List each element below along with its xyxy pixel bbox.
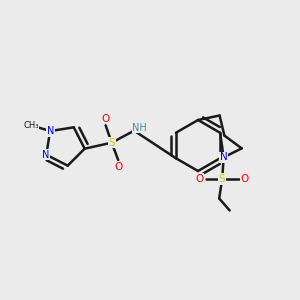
Text: O: O [196, 174, 204, 184]
Text: N: N [42, 150, 50, 160]
Text: NH: NH [132, 123, 147, 133]
Text: N: N [47, 126, 54, 136]
Text: S: S [108, 138, 115, 148]
Text: O: O [101, 114, 110, 124]
Text: N: N [220, 152, 228, 162]
Text: O: O [114, 162, 122, 172]
Text: O: O [241, 174, 249, 184]
Text: CH₃: CH₃ [23, 121, 39, 130]
Text: S: S [219, 174, 226, 184]
